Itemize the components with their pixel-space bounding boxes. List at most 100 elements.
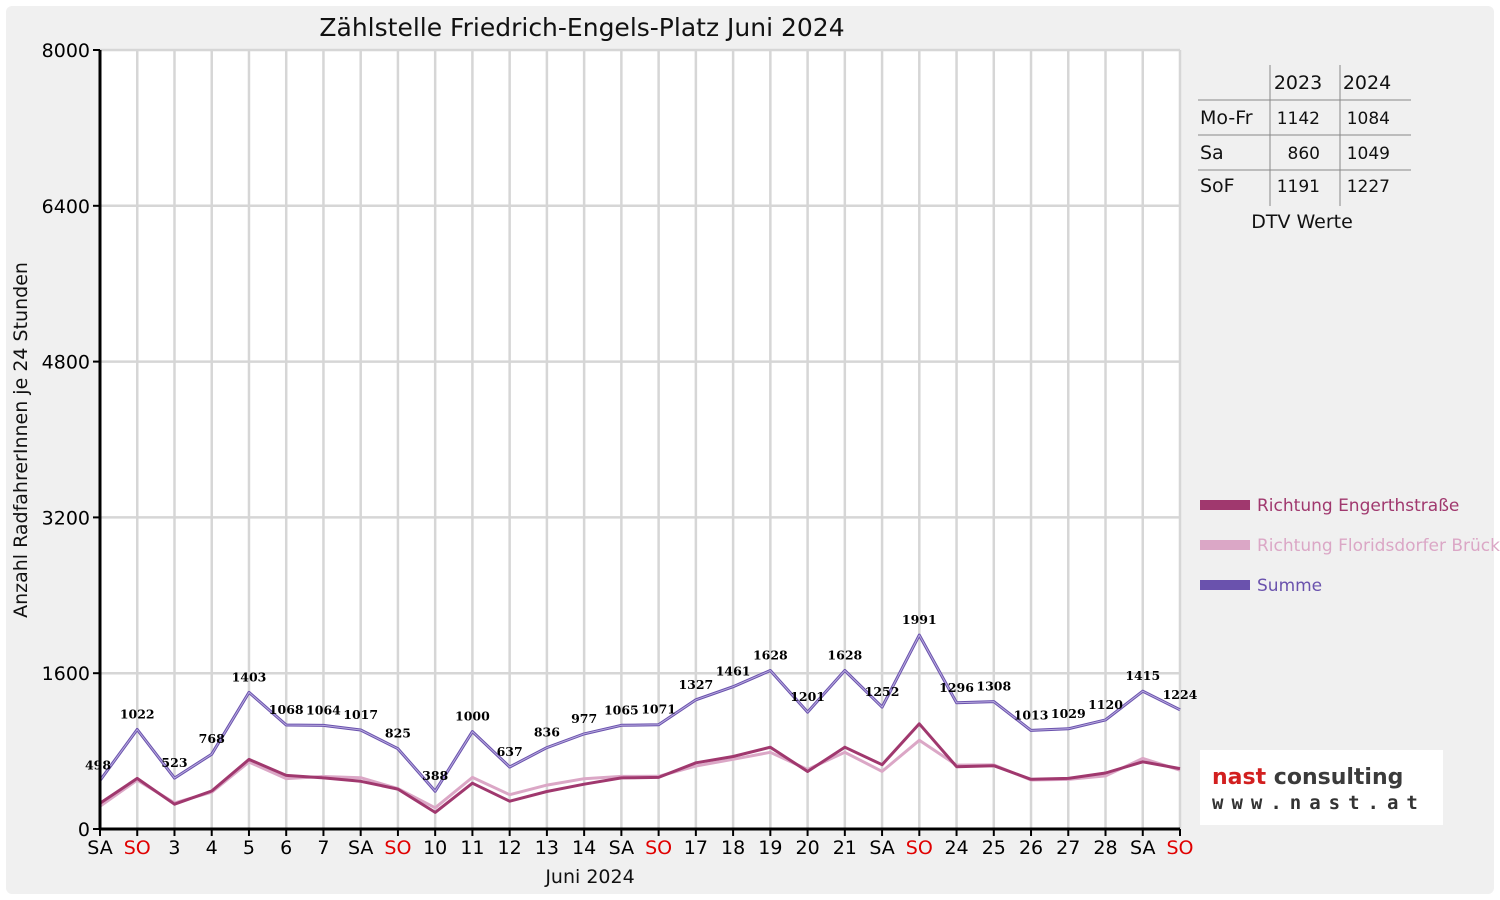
- logo: nast consulting www.nast.at: [1200, 750, 1443, 825]
- table-caption: DTV Werte: [1251, 211, 1353, 233]
- series-line: [99, 722, 1181, 814]
- legend-swatch: [1200, 580, 1250, 590]
- data-label: 1064: [306, 702, 341, 717]
- x-tick-label: 27: [1056, 837, 1080, 859]
- y-tick-label: 0: [78, 819, 90, 841]
- logo-brand: nast consulting: [1212, 765, 1403, 790]
- x-tick-label: 4: [206, 837, 218, 859]
- data-label: 836: [534, 725, 560, 740]
- x-tick-label: 26: [1019, 837, 1043, 859]
- data-label: 1252: [865, 684, 900, 699]
- data-labels: 498 1022 523 768 1403 1068 1064 1017 825 388 1000 6…: [85, 612, 1198, 783]
- x-tick-label: 21: [833, 837, 857, 859]
- x-tick-label: 5: [243, 837, 255, 859]
- table-cell: 1049: [1347, 144, 1390, 164]
- data-label: 1403: [232, 669, 267, 684]
- data-label: 1461: [716, 664, 751, 679]
- x-tick-label: 13: [535, 837, 559, 859]
- data-label: 1991: [902, 612, 937, 627]
- data-label: 1068: [269, 702, 304, 717]
- y-tick-labels: 0 1600 3200 4800 6400 8000: [42, 40, 90, 841]
- y-tick-label: 8000: [42, 40, 90, 62]
- x-tick-label: 20: [795, 837, 819, 859]
- logo-url: www.nast.at: [1212, 792, 1426, 814]
- x-tick-label: 25: [982, 837, 1006, 859]
- x-tick-label: 17: [684, 837, 708, 859]
- x-tick-label: SA: [87, 837, 112, 859]
- axes: [93, 49, 1181, 836]
- x-tick-label: 19: [758, 837, 782, 859]
- data-label: 1327: [678, 677, 713, 692]
- table-cell: 1227: [1347, 177, 1390, 197]
- x-tick-label: 28: [1093, 837, 1117, 859]
- table-header-2023: 2023: [1274, 72, 1322, 94]
- data-label: 768: [199, 731, 225, 746]
- legend-swatch: [1200, 500, 1250, 510]
- data-label: 637: [497, 744, 523, 759]
- x-tick-label: 10: [423, 837, 447, 859]
- y-tick-label: 3200: [42, 507, 90, 529]
- data-label: 1065: [604, 702, 639, 717]
- x-tick-labels: SA SO 3 4 5 6 7 SA SO 10 11 12 13 14 SA SO 17 18 19 20 21 SA S…: [87, 837, 1193, 859]
- y-axis-label: Anzahl RadfahrerInnen je 24 Stunden: [10, 262, 32, 618]
- legend-label: Summe: [1257, 576, 1322, 596]
- table-row-label: SoF: [1200, 175, 1235, 197]
- legend-label: Richtung Floridsdorfer Brücke: [1257, 536, 1500, 556]
- legend: Richtung Engerthstraße Richtung Floridsdo…: [1200, 496, 1500, 596]
- x-tick-label: SA: [348, 837, 373, 859]
- x-tick-label: SA: [869, 837, 894, 859]
- x-tick-label: SA: [1130, 837, 1155, 859]
- y-tick-label: 4800: [42, 352, 90, 374]
- data-label: 1013: [1014, 707, 1049, 722]
- data-label: 1628: [827, 647, 862, 662]
- data-label: 1415: [1125, 668, 1160, 683]
- data-label: 1017: [343, 707, 378, 722]
- data-label: 825: [385, 726, 411, 741]
- series-line-highlight: [99, 634, 1181, 792]
- dtv-table: 2023 2024 Mo-Fr 1142 1084 Sa 860 1049 So…: [1198, 65, 1411, 233]
- table-row-label: Sa: [1200, 142, 1224, 164]
- x-tick-label: 12: [498, 837, 522, 859]
- x-tick-label: 14: [572, 837, 596, 859]
- x-tick-label: SO: [645, 837, 672, 859]
- x-tick-label: 18: [721, 837, 745, 859]
- data-label: 1120: [1088, 697, 1123, 712]
- logo-brand-part1: nast: [1212, 765, 1267, 790]
- logo-brand-part2: consulting: [1274, 765, 1404, 790]
- logo-background: [1200, 750, 1443, 825]
- data-label: 388: [422, 768, 448, 783]
- table-cell: 1142: [1277, 109, 1320, 129]
- table-header-2024: 2024: [1343, 72, 1391, 94]
- x-tick-label: SO: [124, 837, 151, 859]
- x-tick-label: SO: [384, 837, 411, 859]
- x-tick-label: 7: [317, 837, 329, 859]
- table-cell: 1084: [1347, 109, 1390, 129]
- data-label: 1022: [120, 706, 155, 721]
- x-tick-label: SO: [906, 837, 933, 859]
- table-cell: 860: [1288, 144, 1320, 164]
- data-label: 1224: [1163, 687, 1198, 702]
- table-cell: 1191: [1277, 177, 1320, 197]
- x-tick-label: 24: [944, 837, 968, 859]
- data-label: 1308: [976, 679, 1011, 694]
- legend-label: Richtung Engerthstraße: [1257, 496, 1459, 516]
- x-tick-label: SO: [1166, 837, 1193, 859]
- data-label: 1000: [455, 709, 490, 724]
- y-tick-label: 6400: [42, 196, 90, 218]
- table-row-label: Mo-Fr: [1200, 107, 1253, 129]
- data-label: 1628: [753, 647, 788, 662]
- x-tick-label: SA: [609, 837, 634, 859]
- data-label: 1071: [641, 702, 676, 717]
- data-label: 523: [161, 755, 187, 770]
- data-label: 498: [85, 758, 111, 773]
- data-label: 1296: [939, 680, 974, 695]
- legend-swatch: [1200, 540, 1250, 550]
- series-lines: [98, 633, 1181, 814]
- x-axis-label: Juni 2024: [544, 866, 634, 888]
- data-label: 977: [571, 711, 597, 726]
- x-tick-label: 3: [168, 837, 180, 859]
- plot-background: [100, 50, 1180, 829]
- x-tick-label: 6: [280, 837, 292, 859]
